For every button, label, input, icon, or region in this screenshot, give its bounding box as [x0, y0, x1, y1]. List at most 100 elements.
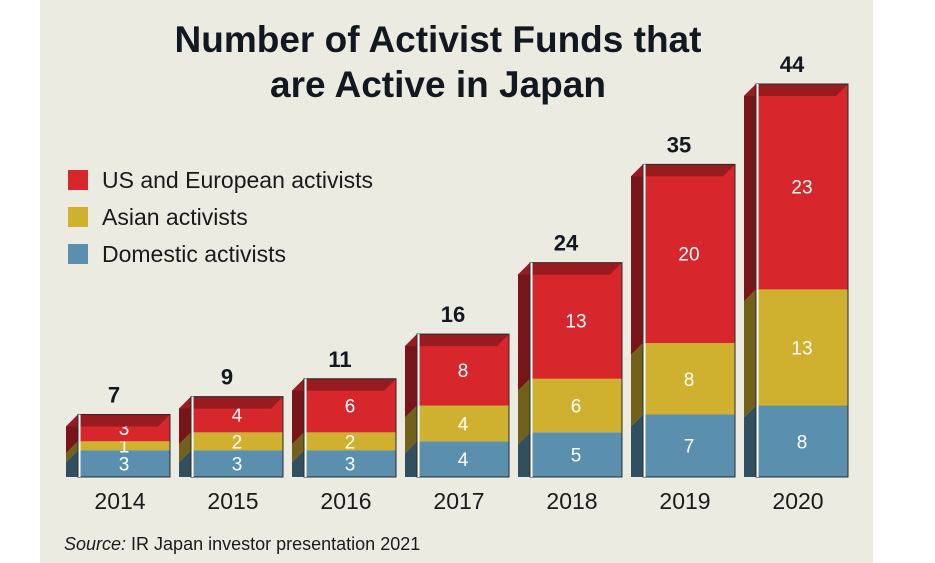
source-text: IR Japan investor presentation 2021: [126, 534, 420, 554]
x-tick-2016: 2016: [320, 488, 371, 514]
bar-side-domestic-activists-2019: [631, 414, 643, 477]
bar-us-and-european-activists-2020: [756, 84, 848, 290]
bar-outline-2017: [416, 333, 510, 478]
bar-us-and-european-activists-2019: [643, 164, 735, 344]
bar-outline-2020: [755, 83, 849, 478]
bar-label-us-and-european-activists-2020: 23: [791, 178, 812, 199]
legend-swatch-us-and-european-activists: [68, 170, 88, 190]
legend-swatch-asian-activists: [68, 207, 88, 227]
bar-total-2014: 7: [108, 382, 120, 407]
bar-label-asian-activists-2014: 1: [119, 437, 130, 458]
bar-side-domestic-activists-2016: [292, 450, 304, 477]
x-tick-2014: 2014: [94, 488, 145, 514]
bar-side-asian-activists-2020: [744, 289, 756, 418]
x-tick-2017: 2017: [433, 488, 484, 514]
bar-asian-activists-2020: [756, 289, 848, 406]
bar-side-asian-activists-2017: [405, 405, 417, 454]
bar-label-domestic-activists-2017: 4: [458, 450, 469, 471]
bar-domestic-activists-2014: [78, 450, 170, 477]
x-tick-2019: 2019: [659, 488, 710, 514]
bar-label-domestic-activists-2015: 3: [232, 455, 243, 476]
bar-outline-2019: [642, 163, 736, 478]
bar-domestic-activists-2018: [530, 432, 622, 477]
bar-side-asian-activists-2016: [292, 432, 304, 463]
bar-label-us-and-european-activists-2016: 6: [345, 397, 356, 418]
bar-asian-activists-2017: [417, 405, 509, 442]
bar-side-asian-activists-2015: [179, 432, 191, 463]
bar-domestic-activists-2016: [304, 450, 396, 477]
bar-label-asian-activists-2016: 2: [345, 432, 356, 453]
bar-label-us-and-european-activists-2015: 4: [232, 405, 243, 426]
bar-top-2015: [179, 396, 283, 409]
bar-side-asian-activists-2018: [518, 378, 530, 445]
bar-group-2014: 313 7 2014: [66, 382, 171, 514]
bar-label-domestic-activists-2020: 8: [797, 432, 808, 453]
bar-total-2017: 16: [441, 302, 465, 327]
chart-title-line-1: Number of Activist Funds that: [175, 19, 702, 60]
bar-outline-2016: [303, 378, 397, 478]
bar-label-asian-activists-2018: 6: [571, 397, 582, 418]
legend-swatch-domestic-activists: [68, 244, 88, 264]
bar-label-domestic-activists-2018: 5: [571, 446, 582, 467]
bar-side-domestic-activists-2020: [744, 405, 756, 477]
chart-panel: Number of Activist Funds that are Active…: [40, 0, 873, 563]
chart-title-line-2: are Active in Japan: [270, 64, 606, 105]
bar-side-us-and-european-activists-2019: [631, 164, 643, 356]
bar-top-2014: [66, 414, 170, 427]
bar-asian-activists-2015: [191, 432, 283, 451]
bar-label-asian-activists-2015: 2: [232, 432, 243, 453]
bar-label-us-and-european-activists-2014: 3: [119, 419, 130, 440]
bar-label-domestic-activists-2016: 3: [345, 455, 356, 476]
bar-us-and-european-activists-2018: [530, 262, 622, 379]
bar-side-domestic-activists-2015: [179, 450, 191, 477]
bar-top-2020: [744, 84, 848, 96]
bar-domestic-activists-2020: [756, 405, 848, 477]
bar-domestic-activists-2015: [191, 450, 283, 477]
bar-asian-activists-2014: [78, 441, 170, 451]
bar-side-us-and-european-activists-2020: [744, 84, 756, 302]
bar-group-2015: 32 4 9 2015: [179, 365, 284, 514]
bar-top-2016: [292, 378, 396, 391]
bar-label-domestic-activists-2019: 7: [684, 437, 695, 458]
bar-total-2016: 11: [328, 347, 351, 372]
bar-side-us-and-european-activists-2016: [292, 378, 304, 445]
chart-svg: Number of Activist Funds that are Active…: [64, 19, 849, 554]
bar-group-2020: 8 13 23 44 2020: [744, 52, 849, 514]
bar-top-2019: [631, 164, 735, 177]
bar-top-2018: [518, 262, 622, 275]
bar-side-domestic-activists-2014: [66, 450, 78, 477]
bar-outline-2015: [190, 396, 284, 478]
bar-label-us-and-european-activists-2017: 8: [458, 361, 469, 382]
bar-group-2019: 7 8 20 35 2019: [631, 132, 736, 514]
bars: 3137201432492015326112016448162017561324…: [66, 52, 849, 514]
legend-label-us-and-european-activists: US and European activists: [102, 167, 373, 193]
legend: US and European activists Asian activists…: [68, 167, 373, 267]
bar-side-asian-activists-2014: [66, 441, 78, 463]
bar-side-domestic-activists-2018: [518, 432, 530, 477]
bar-asian-activists-2018: [530, 378, 622, 433]
bar-label-domestic-activists-2014: 3: [119, 455, 130, 476]
bar-group-2016: 32 6 11 2016: [292, 347, 397, 514]
bar-side-us-and-european-activists-2017: [405, 334, 417, 418]
bar-total-2015: 9: [221, 365, 233, 390]
bar-top-2017: [405, 334, 509, 347]
x-tick-2018: 2018: [546, 488, 597, 514]
bar-asian-activists-2016: [304, 432, 396, 451]
bar-label-asian-activists-2019: 8: [684, 370, 695, 391]
bar-outline-2018: [529, 262, 623, 478]
bar-group-2018: 5 6 13 24 2018: [518, 231, 623, 514]
bar-label-asian-activists-2017: 4: [458, 414, 469, 435]
bar-side-asian-activists-2019: [631, 343, 643, 427]
bar-asian-activists-2019: [643, 343, 735, 415]
bar-total-2020: 44: [780, 52, 805, 77]
x-tick-2015: 2015: [207, 488, 258, 514]
bar-group-2017: 4 4 8 16 2017: [405, 302, 510, 514]
source-note: Source: IR Japan investor presentation 2…: [64, 534, 420, 554]
bar-label-asian-activists-2020: 13: [791, 338, 812, 359]
bar-label-us-and-european-activists-2019: 20: [678, 245, 699, 266]
source-label: Source:: [64, 534, 126, 554]
bar-domestic-activists-2017: [417, 441, 509, 477]
legend-label-asian-activists: Asian activists: [102, 204, 248, 230]
legend-label-domestic-activists: Domestic activists: [102, 241, 286, 267]
bar-total-2019: 35: [667, 132, 691, 157]
